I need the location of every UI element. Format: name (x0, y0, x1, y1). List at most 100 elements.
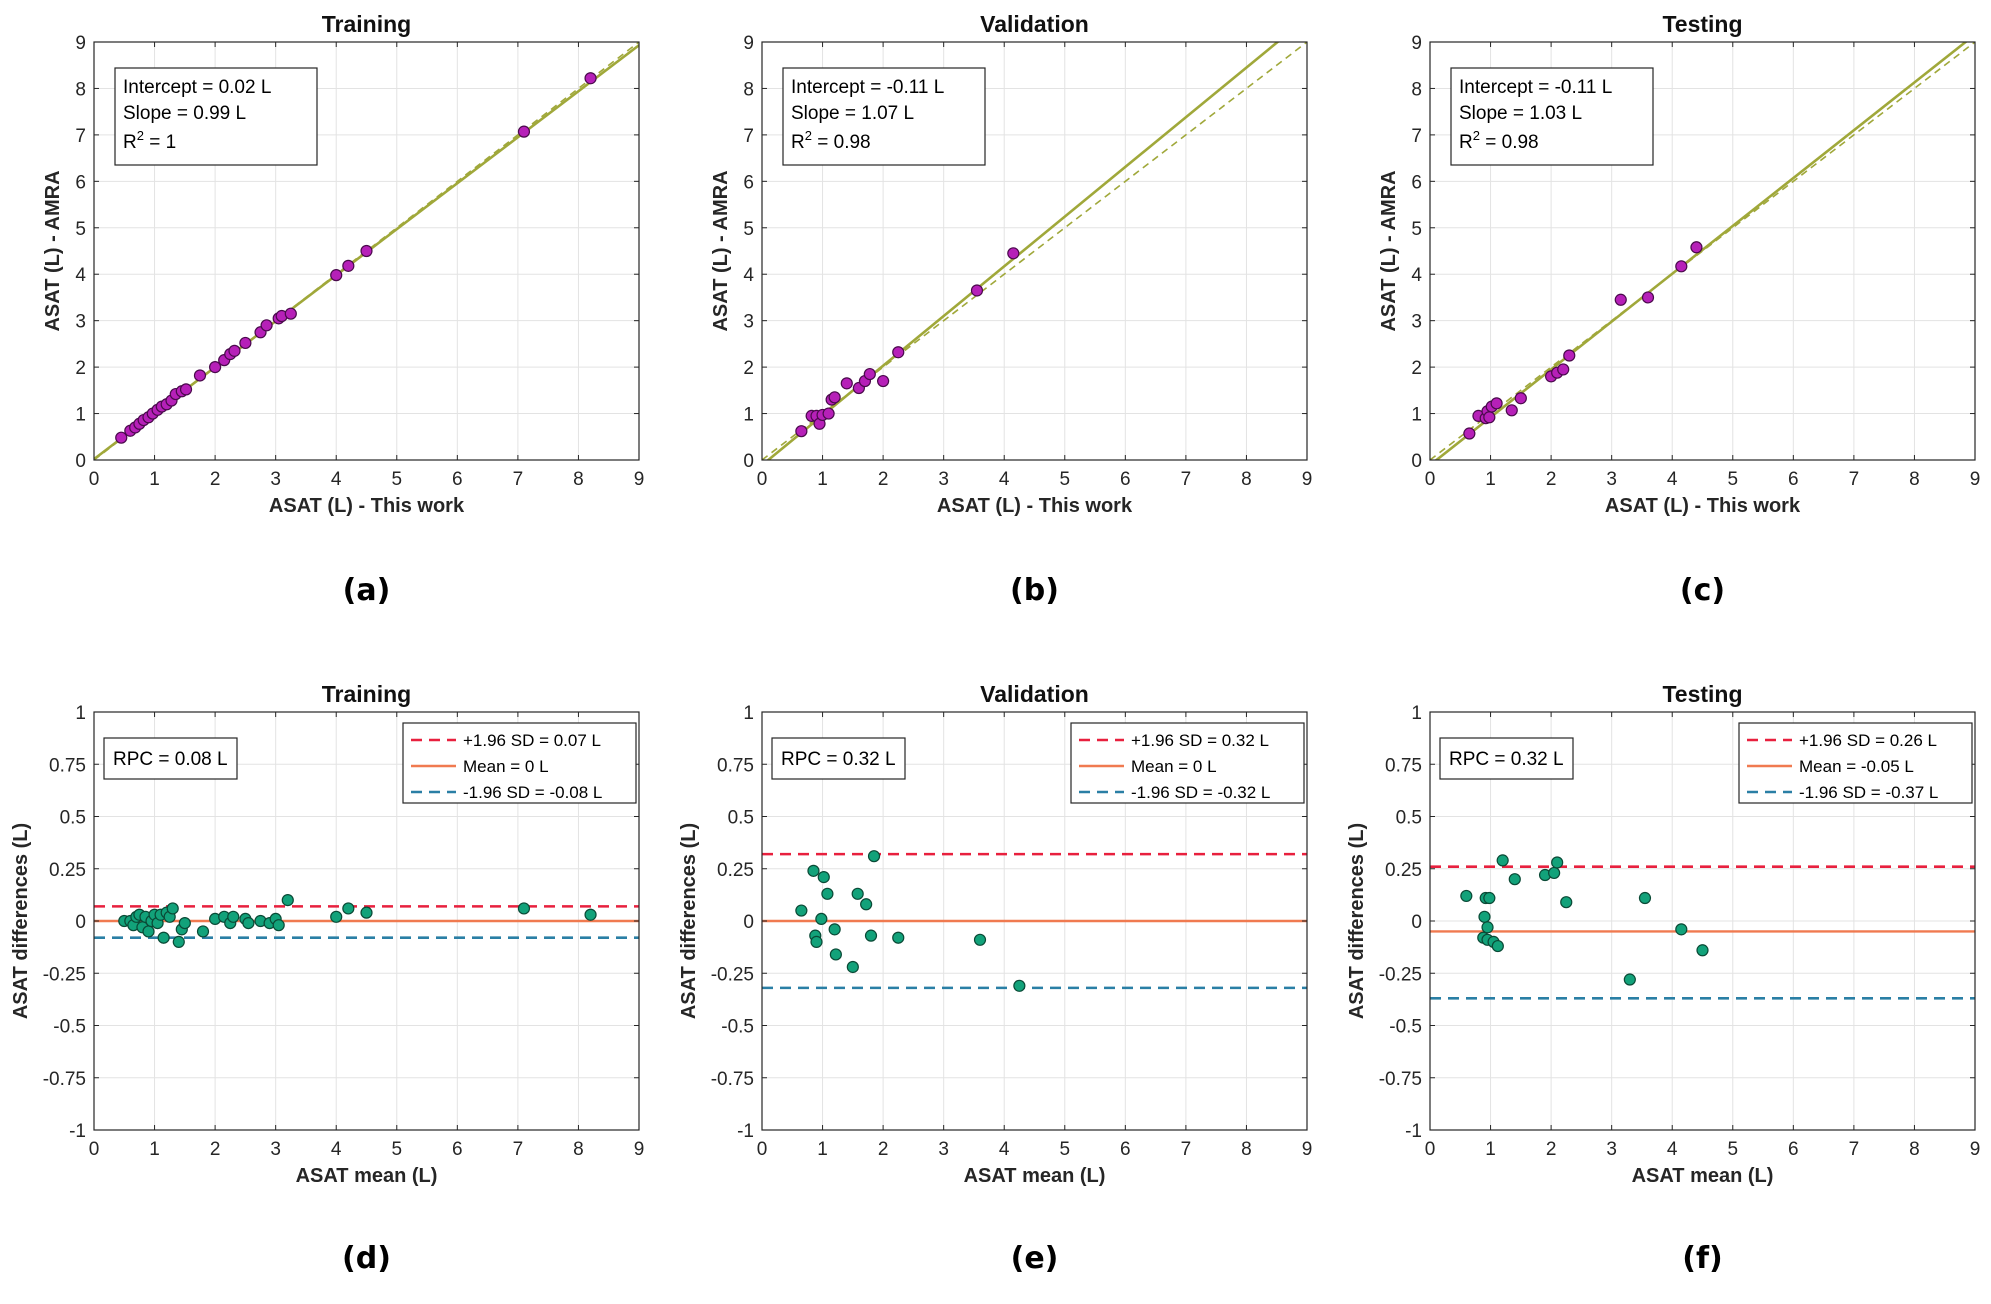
x-tick-label: 7 (513, 1139, 524, 1160)
intercept-text: Intercept = 0.02 L (123, 77, 271, 98)
legend-upper-loa-label: +1.96 SD = 0.07 L (463, 731, 601, 750)
x-tick-label: 2 (878, 1139, 889, 1160)
y-tick-label: 1 (743, 703, 754, 724)
rpc-box (103, 737, 238, 780)
chart-title: Testing (1662, 681, 1742, 707)
y-axis-label: ASAT (L) - AMRA (1378, 170, 1400, 331)
data-point (1675, 923, 1688, 936)
r-squared-value: = 1 (144, 132, 176, 153)
data-point (239, 336, 252, 350)
y-tick-label: -0.75 (1379, 1069, 1422, 1090)
y-tick-label: 9 (1411, 33, 1422, 54)
data-points (1463, 241, 1703, 440)
data-point (846, 960, 859, 974)
legend-box (402, 722, 637, 804)
r-squared-superscript: 2 (805, 128, 812, 143)
legend-lower-loa-label: -1.96 SD = -0.08 L (463, 783, 602, 802)
y-tick-label: 0.5 (728, 808, 754, 829)
x-tick-label: 7 (513, 469, 524, 490)
x-tick-label: 4 (1667, 1139, 1678, 1160)
data-points (118, 893, 597, 949)
data-point (807, 864, 820, 877)
data-point (281, 893, 294, 907)
data-point (196, 925, 210, 938)
legend-box (1070, 722, 1305, 804)
rpc-box (1439, 737, 1574, 780)
data-point (1551, 856, 1564, 869)
y-tick-label: 9 (743, 33, 754, 54)
y-tick-label: 5 (1411, 219, 1422, 240)
x-tick-label: 4 (331, 469, 342, 490)
y-tick-label: 0.75 (49, 755, 86, 776)
data-point (517, 125, 531, 138)
data-point (892, 931, 905, 944)
x-tick-label: 6 (1120, 1139, 1131, 1160)
panel-label: (d) (342, 1241, 391, 1276)
data-point (284, 307, 297, 320)
x-tick-label: 1 (817, 1139, 828, 1160)
panel-label: (c) (1680, 573, 1725, 608)
y-tick-label: 1 (75, 405, 86, 426)
y-tick-label: 0.75 (1385, 755, 1422, 776)
x-tick-label: 8 (1241, 469, 1252, 490)
data-point (1481, 921, 1494, 934)
data-point (1496, 854, 1509, 867)
data-point (228, 344, 241, 357)
chart-panel-6: 0 1 2 3 4 5 6 7 8 9 1 0.75 0.5 0.25 0 -0.25 -0.5 -0.75 -1 T… (1346, 681, 1980, 1276)
x-tick-label: 9 (1970, 469, 1981, 490)
y-tick-label: 3 (1411, 312, 1422, 333)
data-point (1563, 349, 1576, 362)
y-tick-label: 9 (75, 33, 86, 54)
axes-box (1429, 41, 1976, 461)
r-squared-value: = 0.98 (1480, 132, 1539, 153)
y-tick-label: 8 (1411, 79, 1422, 100)
data-point (1675, 260, 1688, 273)
x-tick-label: 6 (1788, 469, 1799, 490)
legend-mean-label: Mean = 0 L (463, 757, 549, 776)
x-tick-label: 9 (1302, 1139, 1313, 1160)
r-squared-symbol: R (791, 132, 805, 153)
data-point (272, 919, 285, 932)
x-tick-label: 8 (573, 1139, 584, 1160)
data-point (840, 377, 853, 390)
x-tick-label: 2 (210, 469, 221, 490)
chart-title: Validation (980, 11, 1089, 37)
rpc-text: RPC = 0.08 L (113, 749, 228, 770)
x-tick-label: 8 (1241, 1139, 1252, 1160)
x-tick-label: 3 (938, 469, 949, 490)
data-point (1478, 910, 1491, 923)
chart-panel-1: 0 1 2 3 4 5 6 7 8 9 0 1 2 3 4 5 6 7 8 9 Training ASAT (L) - T… (42, 11, 644, 608)
y-tick-label: 7 (75, 126, 86, 147)
data-point (821, 887, 834, 900)
y-tick-label: -0.25 (711, 964, 754, 985)
slope-text: Slope = 0.99 L (123, 103, 246, 124)
data-point (142, 925, 155, 938)
axes-box (93, 41, 640, 461)
y-tick-label: 1 (1411, 405, 1422, 426)
data-point (193, 369, 207, 382)
y-tick-label: 3 (743, 312, 754, 333)
y-tick-label: -1 (737, 1121, 754, 1142)
y-tick-label: 1 (75, 703, 86, 724)
x-axis-label: ASAT (L) - This work (1605, 495, 1801, 517)
x-tick-label: 0 (1425, 469, 1436, 490)
data-point (1638, 891, 1652, 905)
legend-mean-label: Mean = -0.05 L (1799, 757, 1914, 776)
panel-label: (b) (1010, 573, 1059, 608)
x-tick-label: 1 (149, 469, 160, 490)
data-point (860, 898, 873, 911)
data-point (851, 887, 864, 900)
y-tick-label: 1 (1411, 703, 1422, 724)
x-axis-label: ASAT mean (L) (964, 1165, 1106, 1187)
y-tick-label: -0.75 (711, 1069, 754, 1090)
x-tick-label: 4 (1667, 469, 1678, 490)
data-point (829, 948, 842, 961)
y-tick-label: 0 (1411, 912, 1422, 933)
y-tick-label: 4 (743, 265, 754, 286)
r-squared-superscript: 2 (1473, 128, 1480, 143)
data-point (1557, 363, 1570, 376)
x-tick-label: 9 (1302, 469, 1313, 490)
y-tick-label: 0.25 (717, 860, 754, 881)
x-tick-label: 9 (634, 469, 645, 490)
y-tick-label: -0.5 (1389, 1017, 1422, 1038)
